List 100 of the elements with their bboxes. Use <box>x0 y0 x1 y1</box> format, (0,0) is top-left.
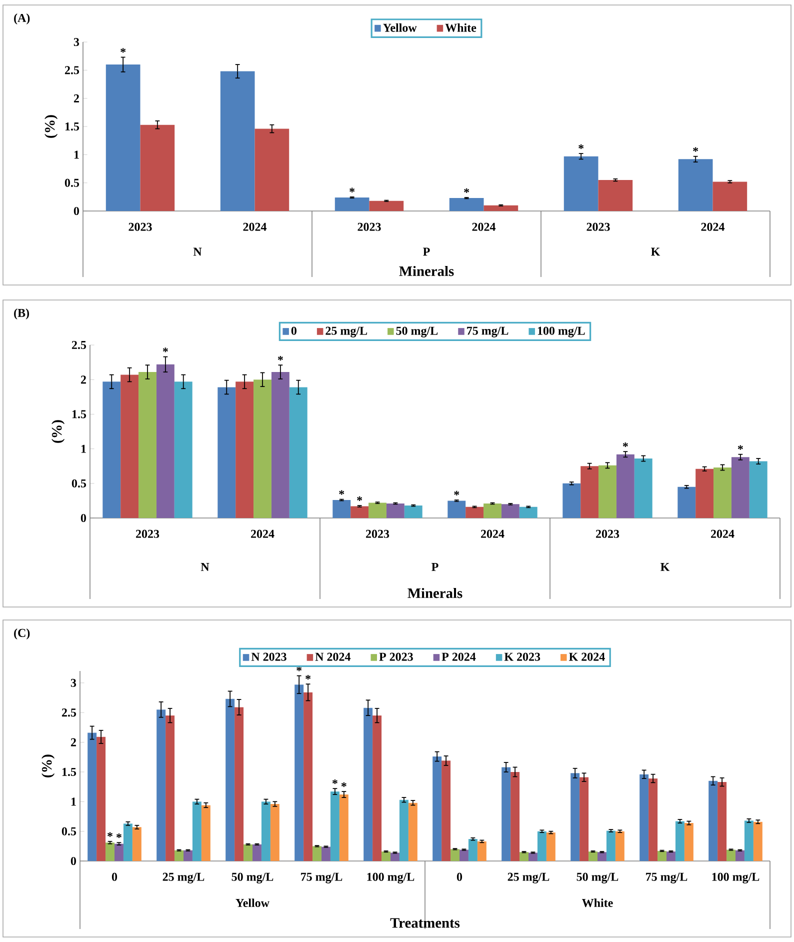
bar <box>606 830 616 862</box>
bar <box>220 71 255 212</box>
bar <box>270 804 280 862</box>
bar <box>696 468 714 518</box>
data-label: * <box>116 833 122 838</box>
bar <box>502 767 511 862</box>
bar <box>477 841 486 862</box>
bar <box>106 842 114 862</box>
x-tick-label: 2024 <box>251 530 274 538</box>
text: P <box>432 563 438 571</box>
bar <box>726 850 736 862</box>
bar <box>96 736 106 862</box>
text: Yellow <box>236 898 270 908</box>
bar <box>712 182 748 212</box>
bar <box>184 850 192 862</box>
bar <box>580 777 589 862</box>
bar <box>252 844 262 862</box>
x-tick-label: 0 <box>112 872 118 881</box>
y-axis-title: (%) <box>52 420 65 443</box>
text: K <box>660 563 670 571</box>
x-tick-label: 25 mg/L <box>508 872 550 884</box>
bar <box>234 707 244 862</box>
bar <box>289 387 308 518</box>
data-label: * <box>120 48 126 53</box>
x-tick-label: 2024 <box>243 222 267 231</box>
y-tick-label: 3 <box>74 38 80 46</box>
text: P <box>423 248 430 256</box>
bar <box>304 692 313 862</box>
bar <box>634 458 652 518</box>
y-axis-title: (%) <box>42 754 55 778</box>
y-tick-label: 2.5 <box>62 708 76 717</box>
bar <box>156 710 166 862</box>
bar <box>616 454 634 518</box>
bar <box>138 372 156 518</box>
bar <box>368 502 386 518</box>
chart-title: (B) <box>14 308 29 320</box>
legend-label: N 2024 <box>315 652 350 661</box>
bar <box>708 780 718 862</box>
bar <box>450 849 460 862</box>
x-tick-label: 2024 <box>481 530 504 538</box>
x-tick-label: 2024 <box>701 222 725 231</box>
y-tick-label: 2 <box>74 94 79 102</box>
bar <box>658 850 666 862</box>
legend-label: P 2023 <box>379 652 413 661</box>
bar <box>484 205 518 212</box>
bar <box>684 823 694 862</box>
bar <box>312 846 322 862</box>
bar <box>244 844 252 862</box>
data-label: * <box>578 144 584 149</box>
legend-label: White <box>445 23 476 32</box>
bar <box>330 792 340 862</box>
bar <box>369 200 404 212</box>
y-tick-label: 1.5 <box>62 768 76 776</box>
data-label: * <box>350 188 355 192</box>
bar <box>339 794 348 862</box>
bar <box>88 732 97 862</box>
y-tick-label: 2.5 <box>64 66 80 74</box>
text: K <box>651 248 660 256</box>
bar <box>598 465 616 518</box>
data-label: * <box>108 832 113 837</box>
legend-label: P 2024 <box>442 652 476 661</box>
data-label: * <box>341 782 346 787</box>
x-tick-label: 75 mg/L <box>301 872 342 884</box>
legend-label: K 2023 <box>504 652 540 661</box>
y-tick-label: 1.5 <box>72 410 86 418</box>
data-label: * <box>296 666 302 672</box>
legend-label: K 2024 <box>568 652 605 661</box>
bar <box>501 504 520 518</box>
bar <box>675 821 684 862</box>
bar <box>749 461 768 518</box>
bar <box>120 374 139 518</box>
bar <box>334 197 370 212</box>
data-label: * <box>278 356 283 360</box>
text: N <box>200 563 210 571</box>
legend-label: N 2023 <box>251 652 286 661</box>
bar <box>466 506 484 518</box>
bar <box>666 852 676 862</box>
bar <box>294 684 304 862</box>
y-tick-label: 0 <box>74 206 80 216</box>
bar <box>271 372 290 518</box>
bar <box>718 782 727 862</box>
x-tick-label: 25 mg/L <box>162 872 204 884</box>
bar <box>132 827 142 862</box>
bar <box>372 716 382 862</box>
y-tick-label: 2.5 <box>72 340 86 350</box>
bar <box>332 500 351 518</box>
bar <box>648 778 658 862</box>
text: White <box>582 898 613 908</box>
chart-title: (C) <box>14 628 30 640</box>
bar <box>442 760 451 862</box>
legend-label: 0 <box>291 326 296 335</box>
bar <box>564 156 598 212</box>
bar <box>580 466 599 518</box>
bar <box>510 772 520 862</box>
bar <box>562 483 581 518</box>
y-tick-label: 0.5 <box>72 479 86 488</box>
bar <box>484 503 502 518</box>
bar <box>404 506 422 518</box>
x-tick-label: 100 mg/L <box>712 872 760 884</box>
bar <box>382 852 390 862</box>
